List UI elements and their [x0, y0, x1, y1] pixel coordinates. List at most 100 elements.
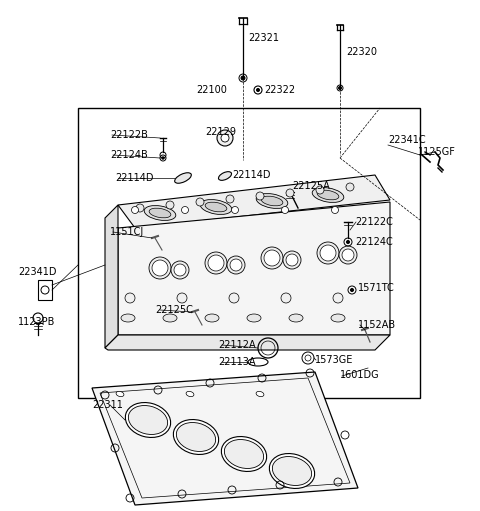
Circle shape [256, 192, 264, 200]
Circle shape [261, 247, 283, 269]
Ellipse shape [173, 420, 219, 454]
Text: 22125C: 22125C [155, 305, 193, 315]
Text: 22341D: 22341D [18, 267, 57, 277]
Text: 1125GF: 1125GF [418, 147, 456, 157]
Text: 1152AB: 1152AB [358, 320, 396, 330]
Ellipse shape [247, 314, 261, 322]
Circle shape [132, 206, 139, 214]
Polygon shape [118, 202, 390, 335]
Text: 1573GE: 1573GE [315, 355, 353, 365]
Circle shape [316, 186, 324, 194]
Circle shape [256, 88, 260, 91]
Text: 1151CJ: 1151CJ [110, 227, 144, 237]
Bar [78, 108, 420, 398]
Ellipse shape [289, 314, 303, 322]
Circle shape [339, 246, 357, 264]
Ellipse shape [205, 202, 227, 212]
Circle shape [181, 206, 189, 214]
Text: 22321: 22321 [248, 33, 279, 43]
Circle shape [196, 198, 204, 206]
Circle shape [152, 260, 168, 276]
Ellipse shape [256, 391, 264, 397]
Circle shape [217, 130, 233, 146]
Circle shape [281, 206, 288, 214]
Circle shape [317, 242, 339, 264]
Circle shape [346, 183, 354, 191]
Circle shape [205, 252, 227, 274]
Circle shape [226, 195, 234, 203]
Circle shape [320, 245, 336, 261]
Text: 22322: 22322 [264, 85, 295, 95]
Text: 22122B: 22122B [110, 130, 148, 140]
Ellipse shape [317, 190, 339, 200]
Text: 22122C: 22122C [355, 217, 393, 227]
Text: 22311: 22311 [92, 400, 123, 410]
Ellipse shape [331, 314, 345, 322]
Text: 22114D: 22114D [115, 173, 154, 183]
Text: 1601DG: 1601DG [340, 370, 380, 380]
Circle shape [221, 134, 229, 142]
Circle shape [162, 157, 164, 159]
Circle shape [281, 293, 291, 303]
Text: 22320: 22320 [346, 47, 377, 57]
Circle shape [283, 251, 301, 269]
Text: 22124C: 22124C [355, 237, 393, 247]
Text: 22125A: 22125A [292, 181, 330, 191]
Circle shape [229, 293, 239, 303]
Circle shape [338, 86, 341, 89]
Text: 22112A: 22112A [218, 340, 256, 350]
Circle shape [208, 255, 224, 271]
Polygon shape [105, 335, 390, 350]
Ellipse shape [163, 314, 177, 322]
Text: 22100: 22100 [196, 85, 227, 95]
Circle shape [347, 241, 349, 244]
Ellipse shape [312, 188, 344, 202]
Text: 22341C: 22341C [388, 135, 426, 145]
Ellipse shape [186, 391, 194, 397]
Ellipse shape [205, 314, 219, 322]
Ellipse shape [144, 205, 176, 220]
Polygon shape [92, 372, 358, 505]
Ellipse shape [261, 196, 283, 206]
Circle shape [136, 204, 144, 212]
Ellipse shape [272, 456, 312, 485]
Text: 22129: 22129 [205, 127, 236, 137]
Circle shape [231, 206, 239, 214]
Ellipse shape [269, 454, 315, 489]
Text: 22124B: 22124B [110, 150, 148, 160]
Circle shape [333, 293, 343, 303]
Ellipse shape [218, 172, 231, 180]
Circle shape [286, 189, 294, 197]
Ellipse shape [128, 406, 168, 434]
Ellipse shape [256, 194, 288, 208]
Circle shape [350, 289, 353, 291]
Circle shape [171, 261, 189, 279]
Ellipse shape [121, 314, 135, 322]
Circle shape [166, 201, 174, 209]
Text: 22114D: 22114D [232, 170, 271, 180]
Ellipse shape [116, 391, 124, 397]
Ellipse shape [176, 423, 216, 452]
Polygon shape [118, 175, 390, 228]
Circle shape [286, 254, 298, 266]
Text: 1571TC: 1571TC [358, 283, 395, 293]
Circle shape [332, 206, 338, 214]
Ellipse shape [125, 403, 171, 437]
Circle shape [177, 293, 187, 303]
Circle shape [227, 256, 245, 274]
Polygon shape [105, 205, 118, 348]
Circle shape [125, 293, 135, 303]
Ellipse shape [224, 439, 264, 469]
Text: 22113A: 22113A [218, 357, 255, 367]
Circle shape [149, 257, 171, 279]
Ellipse shape [200, 200, 232, 215]
Text: 1123PB: 1123PB [18, 317, 55, 327]
Circle shape [342, 249, 354, 261]
Circle shape [174, 264, 186, 276]
Ellipse shape [149, 208, 171, 218]
Circle shape [241, 76, 245, 80]
Circle shape [230, 259, 242, 271]
Ellipse shape [175, 173, 192, 183]
Circle shape [264, 250, 280, 266]
Ellipse shape [221, 436, 267, 472]
